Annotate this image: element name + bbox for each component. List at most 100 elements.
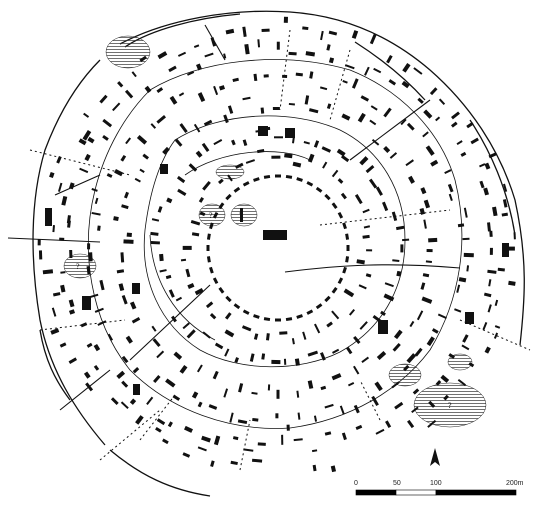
building	[416, 310, 424, 321]
building	[231, 139, 236, 146]
hatched-area-label: ?	[209, 211, 213, 220]
building	[49, 171, 55, 179]
building	[196, 63, 202, 71]
building	[263, 74, 269, 78]
building	[265, 333, 270, 341]
building	[120, 154, 127, 162]
building	[159, 253, 164, 262]
building	[235, 162, 244, 169]
building	[363, 225, 371, 229]
building	[369, 178, 378, 189]
building	[212, 277, 219, 285]
building	[345, 64, 355, 70]
building	[185, 268, 191, 278]
building	[213, 85, 219, 96]
building	[232, 436, 239, 441]
building	[68, 309, 76, 315]
building	[167, 421, 173, 428]
building	[435, 380, 442, 386]
building	[251, 391, 258, 395]
building	[93, 364, 100, 371]
building	[296, 177, 303, 182]
building	[315, 186, 323, 193]
building	[274, 136, 283, 139]
building	[448, 353, 456, 359]
building	[206, 245, 210, 251]
building	[326, 103, 332, 110]
building	[513, 232, 516, 240]
building	[191, 232, 200, 237]
building	[245, 159, 255, 164]
building	[375, 186, 383, 196]
building	[371, 138, 380, 146]
building	[288, 102, 295, 106]
building	[353, 335, 361, 345]
hatched-area	[230, 203, 258, 227]
building	[86, 266, 91, 275]
scale-label-0: 0	[354, 480, 358, 487]
scale-bar: 0 50 100 200m	[354, 480, 524, 496]
building	[492, 206, 498, 217]
building	[59, 237, 65, 241]
building	[272, 106, 280, 111]
building	[112, 102, 121, 112]
building	[482, 322, 488, 331]
building	[223, 114, 229, 124]
building	[307, 380, 314, 389]
building	[94, 307, 104, 313]
building	[238, 383, 244, 393]
building	[37, 239, 41, 246]
building	[488, 279, 492, 287]
building	[242, 26, 247, 37]
building	[225, 193, 232, 201]
building	[468, 362, 475, 368]
building	[204, 52, 214, 58]
building	[196, 364, 203, 373]
large-building	[132, 283, 140, 294]
building	[174, 138, 183, 147]
building	[261, 28, 270, 33]
building	[186, 329, 196, 339]
building	[483, 187, 489, 196]
building	[286, 424, 290, 431]
building	[182, 452, 191, 458]
large-building	[45, 208, 52, 226]
building	[179, 364, 188, 374]
building	[419, 207, 426, 215]
building	[341, 432, 347, 441]
scale-label-100: 100	[430, 480, 442, 487]
building	[314, 323, 321, 334]
building	[68, 299, 75, 308]
building	[198, 196, 204, 203]
building	[209, 313, 217, 320]
building	[425, 260, 432, 264]
building	[283, 16, 289, 23]
building	[97, 225, 101, 231]
building	[488, 152, 498, 159]
building	[69, 249, 73, 259]
building	[156, 350, 165, 359]
building	[423, 219, 427, 229]
building	[362, 208, 370, 214]
building	[451, 111, 460, 120]
building	[131, 71, 137, 78]
building	[129, 301, 137, 310]
building	[126, 232, 132, 238]
building	[253, 333, 259, 340]
building	[51, 307, 57, 317]
building	[261, 353, 266, 360]
building	[328, 57, 335, 64]
building	[218, 202, 225, 210]
building	[340, 192, 347, 200]
building	[42, 269, 54, 275]
building	[384, 282, 394, 288]
building	[150, 231, 159, 236]
building	[68, 182, 75, 190]
building	[197, 401, 203, 408]
building	[402, 238, 410, 242]
building	[177, 51, 187, 57]
building	[358, 284, 367, 290]
dotted-paths	[29, 29, 531, 471]
building	[129, 398, 137, 405]
